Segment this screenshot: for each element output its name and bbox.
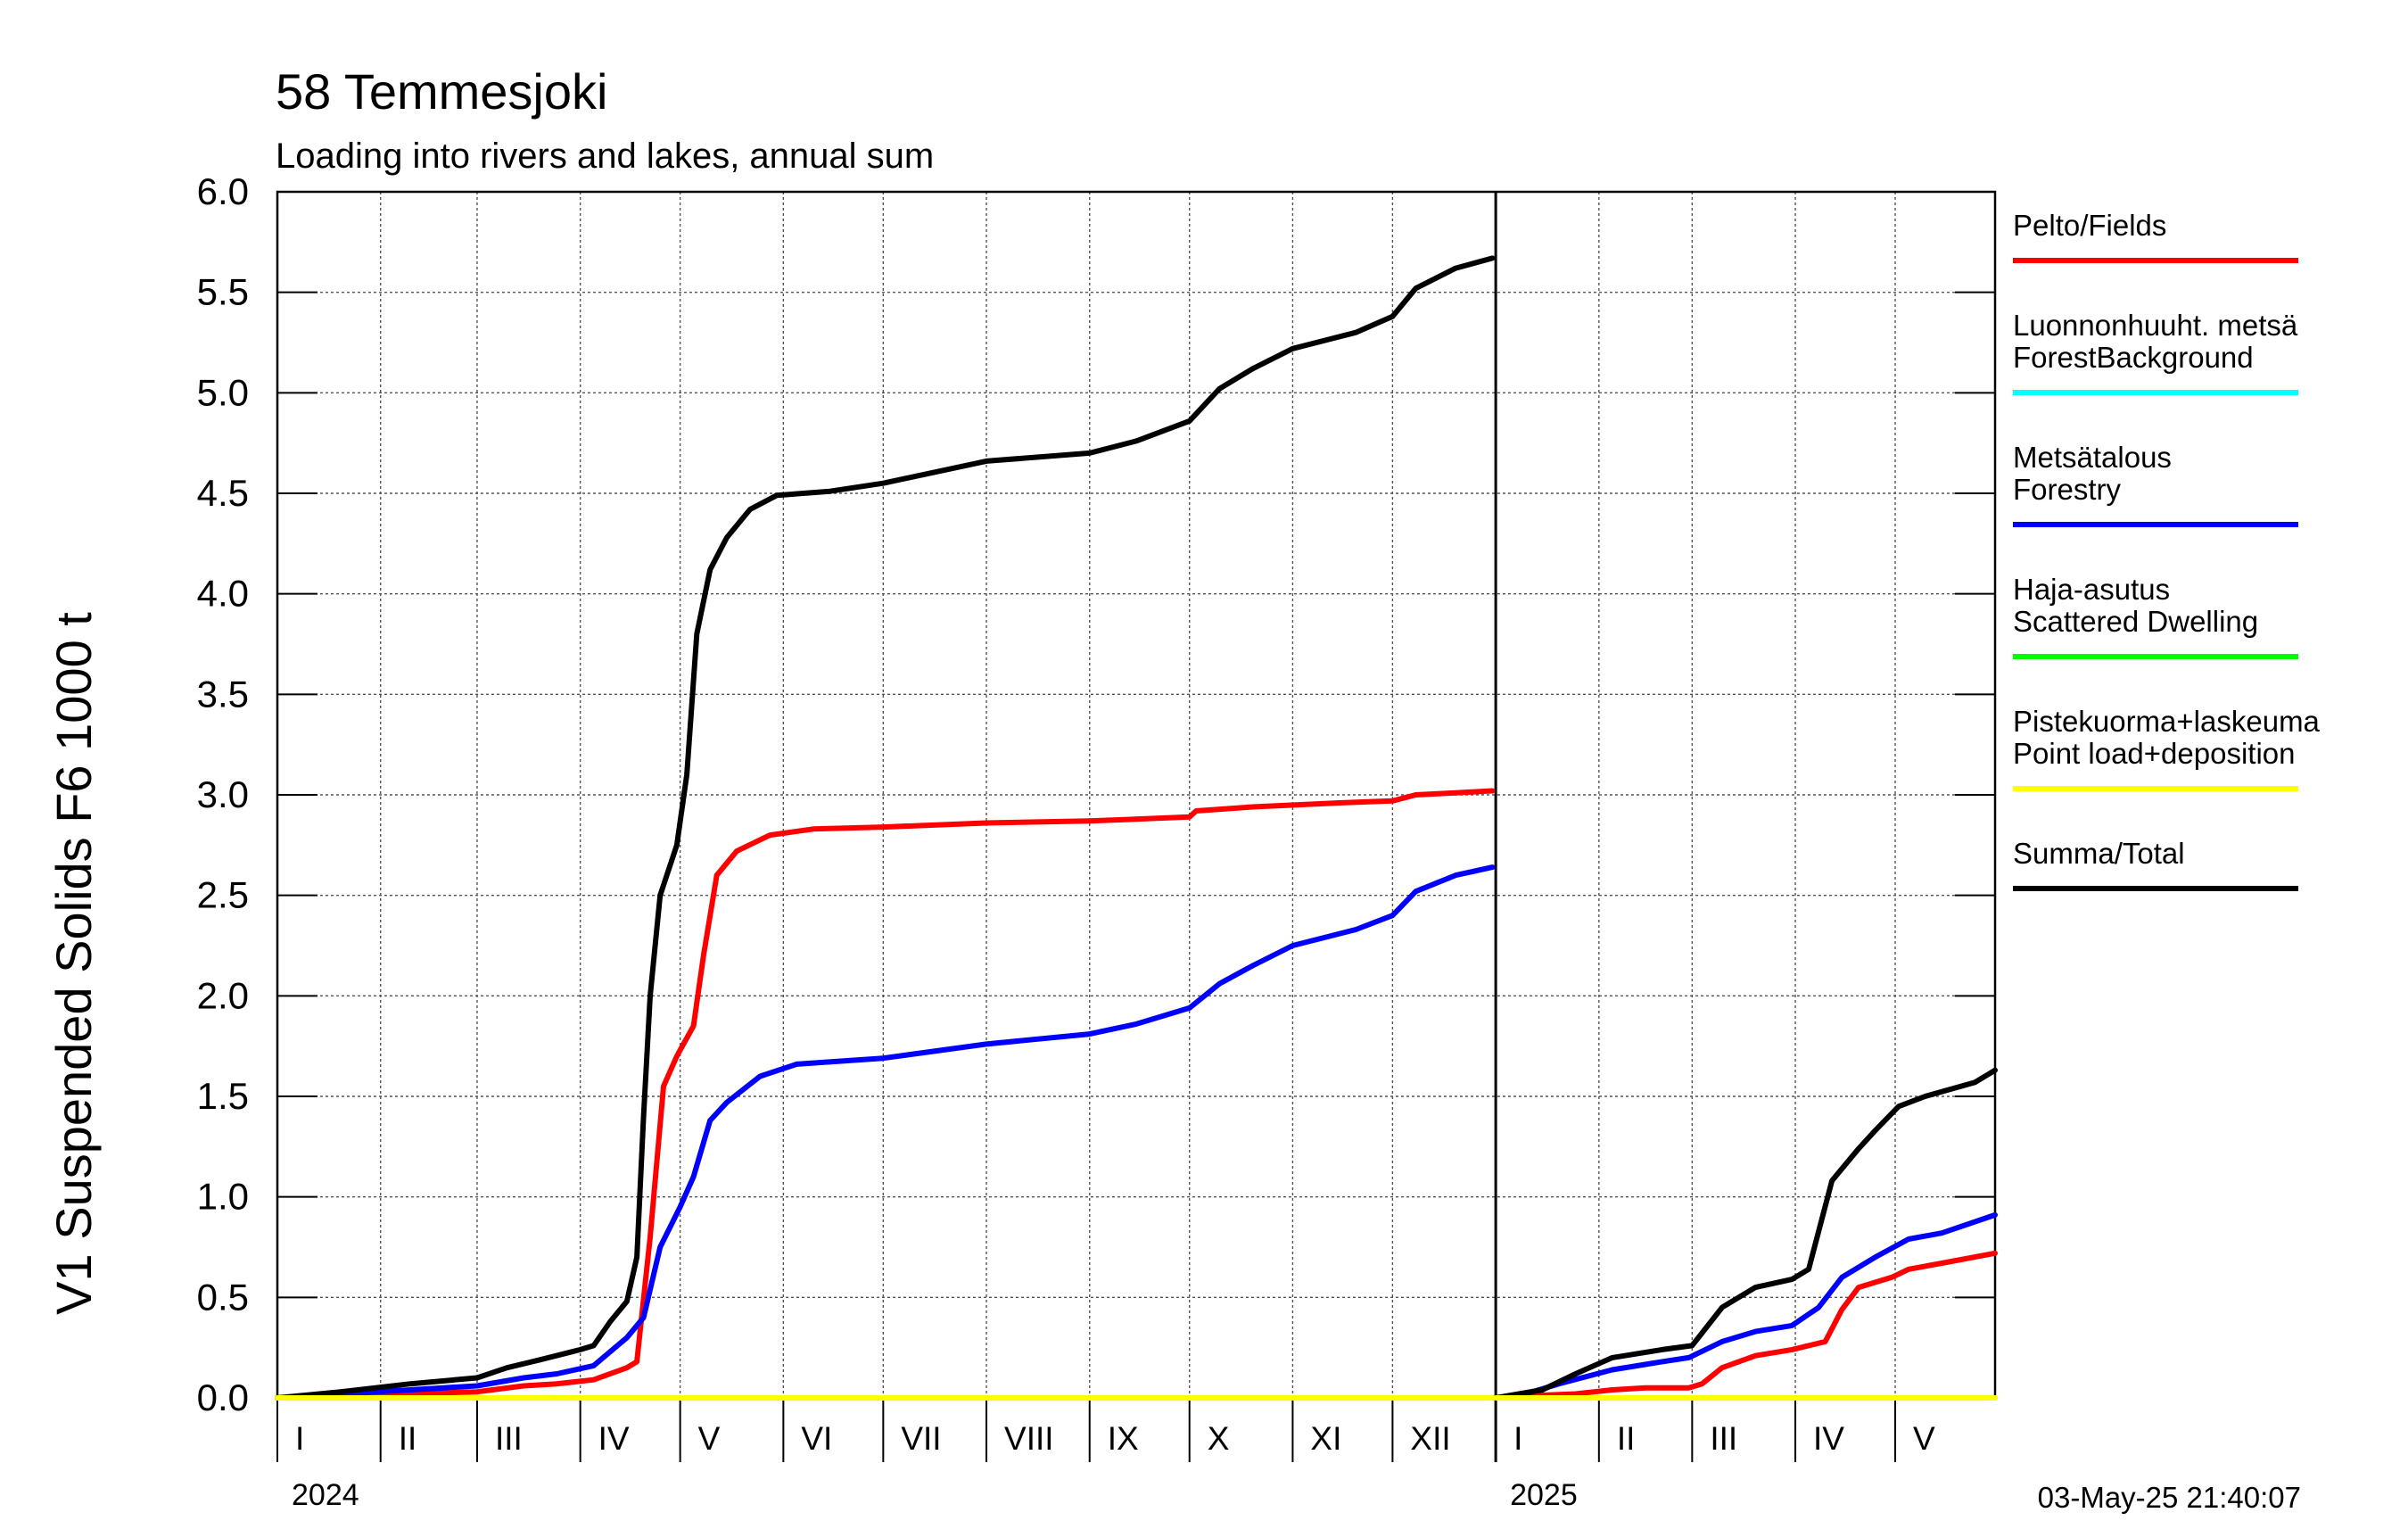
x-year-label: 2025	[1510, 1478, 1578, 1512]
axes: 0.0 0.5 1.0 1.5 2.0 2.5 3.0 3.5 4.0 4.5 5.0 5.5 6.0 I…	[197, 170, 1997, 1512]
series-line	[275, 788, 1496, 1401]
legend-label: ForestBackground	[2013, 341, 2254, 374]
x-month-label: II	[1617, 1420, 1636, 1457]
x-month-label: III	[1710, 1420, 1737, 1457]
x-month-label: IX	[1108, 1420, 1139, 1457]
x-month-label: V	[1913, 1420, 1935, 1457]
legend-label: Luonnonhuuht. metsä	[2013, 309, 2298, 342]
x-month-label: XI	[1310, 1420, 1341, 1457]
x-year-label: 2024	[292, 1478, 359, 1512]
x-month-label: IV	[598, 1420, 630, 1457]
legend: Pelto/Fields Luonnonhuuht. metsäForestBac…	[2013, 209, 2321, 891]
legend-label: Metsätalous	[2013, 441, 2172, 474]
y-axis-label: V1 Suspended Solids F6 1000 t	[45, 612, 102, 1315]
y-tick-label: 5.5	[197, 271, 249, 313]
series-line	[1493, 1067, 1998, 1401]
grid	[276, 191, 1995, 1399]
y-tick-label: 6.0	[197, 170, 249, 212]
y-tick-label: 2.0	[197, 974, 249, 1016]
y-tick-label: 2.5	[197, 874, 249, 916]
y-tick-label: 0.0	[197, 1376, 249, 1418]
y-tick-label: 3.0	[197, 773, 249, 815]
chart-subtitle: Loading into rivers and lakes, annual su…	[276, 136, 934, 176]
x-month-label: I	[295, 1420, 304, 1457]
x-month-label: V	[698, 1420, 721, 1457]
x-month-label: VI	[801, 1420, 832, 1457]
legend-label: Scattered Dwelling	[2013, 605, 2258, 638]
x-month-label: II	[399, 1420, 417, 1457]
timestamp: 03-May-25 21:40:07	[2038, 1481, 2301, 1514]
legend-label: Point load+deposition	[2013, 737, 2296, 770]
x-month-label: X	[1208, 1420, 1230, 1457]
x-month-label: III	[495, 1420, 523, 1457]
series-line	[275, 255, 1496, 1401]
x-month-label: I	[1513, 1420, 1522, 1457]
y-tick-label: 5.0	[197, 371, 249, 413]
y-tick-label: 1.5	[197, 1075, 249, 1117]
x-month-label: VIII	[1004, 1420, 1054, 1457]
y-tick-label: 3.5	[197, 673, 249, 715]
x-month-label: IV	[1813, 1420, 1844, 1457]
y-tick-label: 0.5	[197, 1276, 249, 1318]
series-line	[1493, 1211, 1998, 1401]
series-lines	[275, 255, 1998, 1401]
legend-label: Pelto/Fields	[2013, 209, 2166, 242]
legend-label: Forestry	[2013, 473, 2122, 506]
y-tick-label: 1.0	[197, 1176, 249, 1218]
legend-label: Haja-asutus	[2013, 573, 2170, 606]
legend-label: Summa/Total	[2013, 837, 2185, 870]
chart-title: 58 Temmesjoki	[276, 63, 607, 120]
x-month-label: VII	[901, 1420, 941, 1457]
legend-label: Pistekuorma+laskeuma	[2013, 705, 2321, 738]
x-month-label: XII	[1410, 1420, 1450, 1457]
y-tick-label: 4.0	[197, 573, 249, 615]
series-line	[1493, 1250, 1998, 1401]
y-tick-label: 4.5	[197, 472, 249, 514]
series-line	[275, 864, 1496, 1401]
